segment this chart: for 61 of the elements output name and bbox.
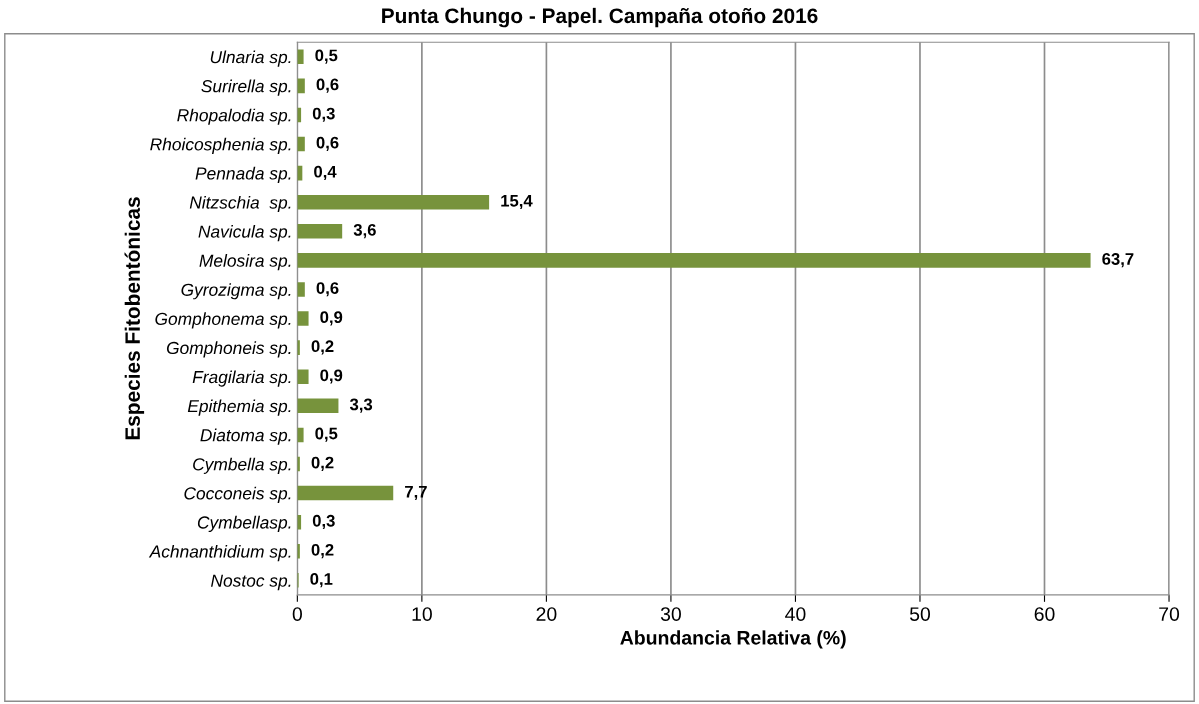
data-label: 0,9 — [320, 369, 343, 384]
data-label: 3,3 — [349, 398, 373, 413]
data-label: 0,9 — [320, 311, 343, 326]
y-tick-label: Fragilaria sp. — [192, 370, 291, 387]
y-tick-label: Gomphoneis sp. — [166, 341, 291, 358]
bar — [297, 49, 304, 65]
data-label: 0,2 — [311, 543, 334, 559]
y-tick-label: Ulnaria sp. — [210, 50, 291, 67]
data-label: 0,6 — [316, 78, 339, 93]
x-axis-title: Abundancia Relativa (%) — [620, 630, 846, 649]
x-tick-label: 50 — [909, 607, 931, 621]
y-tick-label: Diatoma sp. — [200, 428, 291, 445]
y-tick-label: Nostoc sp. — [211, 574, 291, 591]
bar — [297, 78, 305, 94]
bar — [297, 369, 309, 384]
y-tick-label: Epithemia sp. — [187, 399, 291, 416]
y-tick-label: Navicula sp. — [198, 225, 291, 242]
data-label: 0,2 — [311, 340, 334, 355]
y-tick-label: Rhoicosphenia sp. — [150, 137, 291, 154]
bar — [297, 427, 304, 443]
data-label: 15,4 — [501, 195, 533, 210]
bar — [297, 253, 1091, 268]
data-label: 63,7 — [1102, 253, 1134, 268]
bar — [297, 224, 343, 239]
bar — [297, 282, 305, 297]
y-tick-label: Surirella sp. — [201, 79, 291, 96]
y-tick-label: Achnanthidium sp. — [148, 544, 291, 562]
x-tick-label: 40 — [785, 607, 806, 621]
y-axis-title: Especies Fitobentónicas — [124, 197, 145, 440]
x-tick-label: 70 — [1159, 607, 1180, 621]
data-label: 0,6 — [316, 136, 339, 151]
data-label: 0,4 — [314, 165, 337, 181]
bar — [297, 194, 490, 210]
y-tick-label: Rhopalodia sp. — [177, 108, 291, 125]
y-tick-label: Cymbellasp. — [197, 515, 291, 533]
bar — [297, 398, 339, 414]
data-label: 0,2 — [311, 456, 334, 471]
data-label: 0,6 — [316, 282, 339, 297]
data-label: 0,5 — [315, 427, 338, 442]
data-label: 3,6 — [353, 223, 376, 239]
data-label: 0,3 — [312, 107, 335, 122]
bar — [297, 311, 309, 326]
x-tick-label: 60 — [1034, 607, 1055, 621]
x-tick-label: 20 — [536, 607, 557, 621]
bar — [297, 136, 305, 152]
y-tick-label: Cocconeis sp. — [184, 486, 291, 503]
y-tick-label: Gyrozigma sp. — [181, 283, 291, 300]
x-tick-label: 10 — [412, 607, 432, 621]
data-label: 7,7 — [405, 485, 427, 500]
y-tick-label: Melosira sp. — [199, 254, 291, 271]
y-tick-label: Nitzschia sp. — [189, 195, 291, 213]
data-label: 0,3 — [312, 514, 335, 530]
x-tick-label: 0 — [292, 607, 302, 621]
data-label: 0,1 — [310, 573, 333, 588]
bar — [297, 485, 394, 501]
y-tick-label: Pennada sp. — [195, 166, 291, 184]
x-tick-label: 30 — [660, 607, 681, 621]
y-tick-label: Cymbella sp. — [193, 457, 291, 474]
y-tick-label: Gomphonema sp. — [155, 312, 291, 329]
data-label: 0,5 — [315, 49, 338, 64]
chart-title: Punta Chungo - Papel. Campaña otoño 2016 — [382, 7, 818, 28]
